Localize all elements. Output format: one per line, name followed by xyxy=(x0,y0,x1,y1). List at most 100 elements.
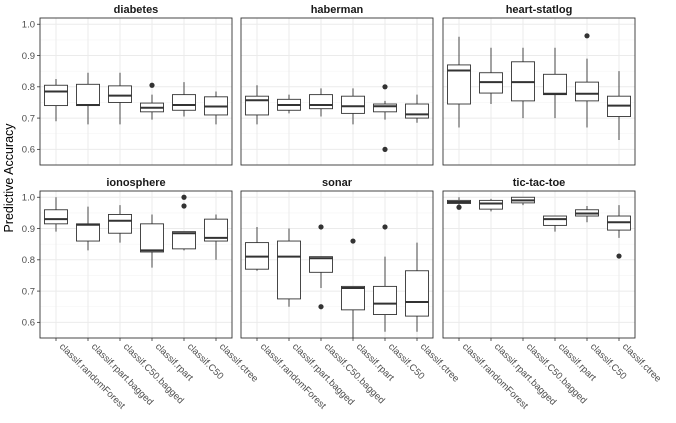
box-iqr xyxy=(479,199,503,210)
box-iqr xyxy=(172,231,196,250)
box-classif.randomForest xyxy=(447,36,471,128)
y-tick-label: 0.7 xyxy=(22,113,35,124)
facet-strip-label: ionosphere xyxy=(106,177,165,189)
outlier-point xyxy=(616,253,622,259)
outlier-point xyxy=(181,203,187,209)
box-iqr xyxy=(44,209,68,225)
box-classif.C50.bagged xyxy=(511,196,535,206)
panel-border xyxy=(442,190,636,339)
box-classif.ctree xyxy=(405,242,429,332)
box-classif.C50.bagged xyxy=(511,47,535,119)
box-classif.rpart xyxy=(140,214,164,268)
box-classif.C50 xyxy=(575,206,599,223)
y-tick-label: 0.7 xyxy=(22,286,35,297)
outlier-point xyxy=(382,224,388,230)
box-iqr xyxy=(341,95,365,114)
x-tick-label: classif.C50.bagged xyxy=(524,341,589,406)
panel-border xyxy=(240,190,434,339)
box-classif.C50 xyxy=(373,224,397,332)
y-tick-label: 1.0 xyxy=(22,193,35,204)
box-classif.randomForest xyxy=(245,226,269,271)
facet-panel-tic-tac-toe: tic-tac-toeclassif.randomForestclassif.r… xyxy=(442,173,663,412)
y-tick-label: 0.8 xyxy=(22,255,35,266)
y-tick-label: 0.6 xyxy=(22,145,35,156)
box-iqr xyxy=(373,103,397,113)
box-classif.randomForest xyxy=(245,85,269,125)
y-tick-label: 0.9 xyxy=(22,51,35,62)
outlier-point xyxy=(350,238,356,244)
box-iqr xyxy=(341,285,365,311)
box-classif.rpart.bagged xyxy=(277,94,301,114)
box-classif.ctree xyxy=(405,94,429,123)
box-classif.C50 xyxy=(373,84,397,152)
facet-strip-label: tic-tac-toe xyxy=(513,177,566,189)
box-iqr xyxy=(140,223,164,253)
box-iqr xyxy=(309,256,333,273)
y-tick-label: 0.9 xyxy=(22,224,35,235)
box-iqr xyxy=(543,215,567,226)
facet-strip xyxy=(241,0,433,18)
box-iqr xyxy=(373,285,397,315)
box-iqr xyxy=(204,218,228,242)
box-iqr xyxy=(543,73,567,96)
box-classif.ctree xyxy=(607,71,631,140)
box-classif.rpart xyxy=(543,47,567,119)
box-classif.ctree xyxy=(607,205,631,259)
box-iqr xyxy=(172,94,196,111)
facet-panel-ionosphere: ionosphere0.60.70.80.91.0classif.randomF… xyxy=(22,173,260,412)
box-iqr xyxy=(108,85,132,103)
box-classif.randomForest xyxy=(44,78,68,122)
chart-root: diabetes 0.6 0.7 0.8 0.9 1.0 haberman heart-sta… xyxy=(22,0,663,412)
x-tick-label: classif.C50.bagged xyxy=(121,341,186,406)
panel-background xyxy=(443,18,635,165)
outlier-point xyxy=(382,146,388,152)
box-classif.C50.bagged xyxy=(309,224,333,310)
outlier-point xyxy=(584,33,590,39)
x-tick-label: classif.ctree xyxy=(620,341,663,384)
outlier-point xyxy=(382,84,388,90)
panel-background xyxy=(40,191,232,338)
box-iqr xyxy=(76,83,100,107)
facet-panel-heart-statlog: heart-statlog xyxy=(442,0,636,166)
x-tick-label: classif.C50.bagged xyxy=(322,341,387,406)
box-classif.randomForest xyxy=(44,197,68,232)
panel-background xyxy=(40,18,232,165)
outlier-point xyxy=(318,304,324,310)
box-classif.rpart xyxy=(140,82,164,120)
box-classif.randomForest xyxy=(447,197,471,210)
box-classif.C50.bagged xyxy=(309,88,333,117)
box-iqr xyxy=(309,94,333,110)
facet-strip-label: diabetes xyxy=(114,4,159,16)
x-tick-label: classif.ctree xyxy=(418,341,461,384)
box-classif.rpart.bagged xyxy=(479,198,503,212)
box-classif.rpart.bagged xyxy=(76,206,100,251)
box-iqr xyxy=(575,81,599,102)
box-iqr xyxy=(44,84,68,107)
outlier-point xyxy=(149,82,155,88)
facet-panel-diabetes: diabetes 0.6 0.7 0.8 0.9 1.0 xyxy=(22,0,233,166)
box-iqr xyxy=(405,270,429,317)
box-classif.rpart xyxy=(543,215,567,232)
y-tick-label: 1.0 xyxy=(22,20,35,31)
panel-background xyxy=(443,191,635,338)
y-tick-label: 0.6 xyxy=(22,318,35,329)
panel-background xyxy=(241,191,433,338)
box-classif.rpart xyxy=(341,238,365,338)
y-tick-label: 0.8 xyxy=(22,82,35,93)
panel-border xyxy=(442,17,636,166)
facet-panel-sonar: sonarclassif.randomForestclassif.rpart.b… xyxy=(240,173,461,412)
panel-background xyxy=(241,18,433,165)
box-iqr xyxy=(108,214,132,234)
facet-strip xyxy=(443,173,635,191)
box-classif.C50.bagged xyxy=(108,72,132,125)
facet-strip xyxy=(443,0,635,18)
box-classif.C50 xyxy=(172,82,196,117)
facet-strip xyxy=(40,173,232,191)
box-iqr xyxy=(405,103,429,119)
box-classif.rpart.bagged xyxy=(76,72,100,125)
box-iqr xyxy=(76,223,100,242)
facet-panel-haberman: haberman xyxy=(240,0,434,166)
box-classif.ctree xyxy=(204,91,228,125)
panel-border xyxy=(39,17,233,166)
